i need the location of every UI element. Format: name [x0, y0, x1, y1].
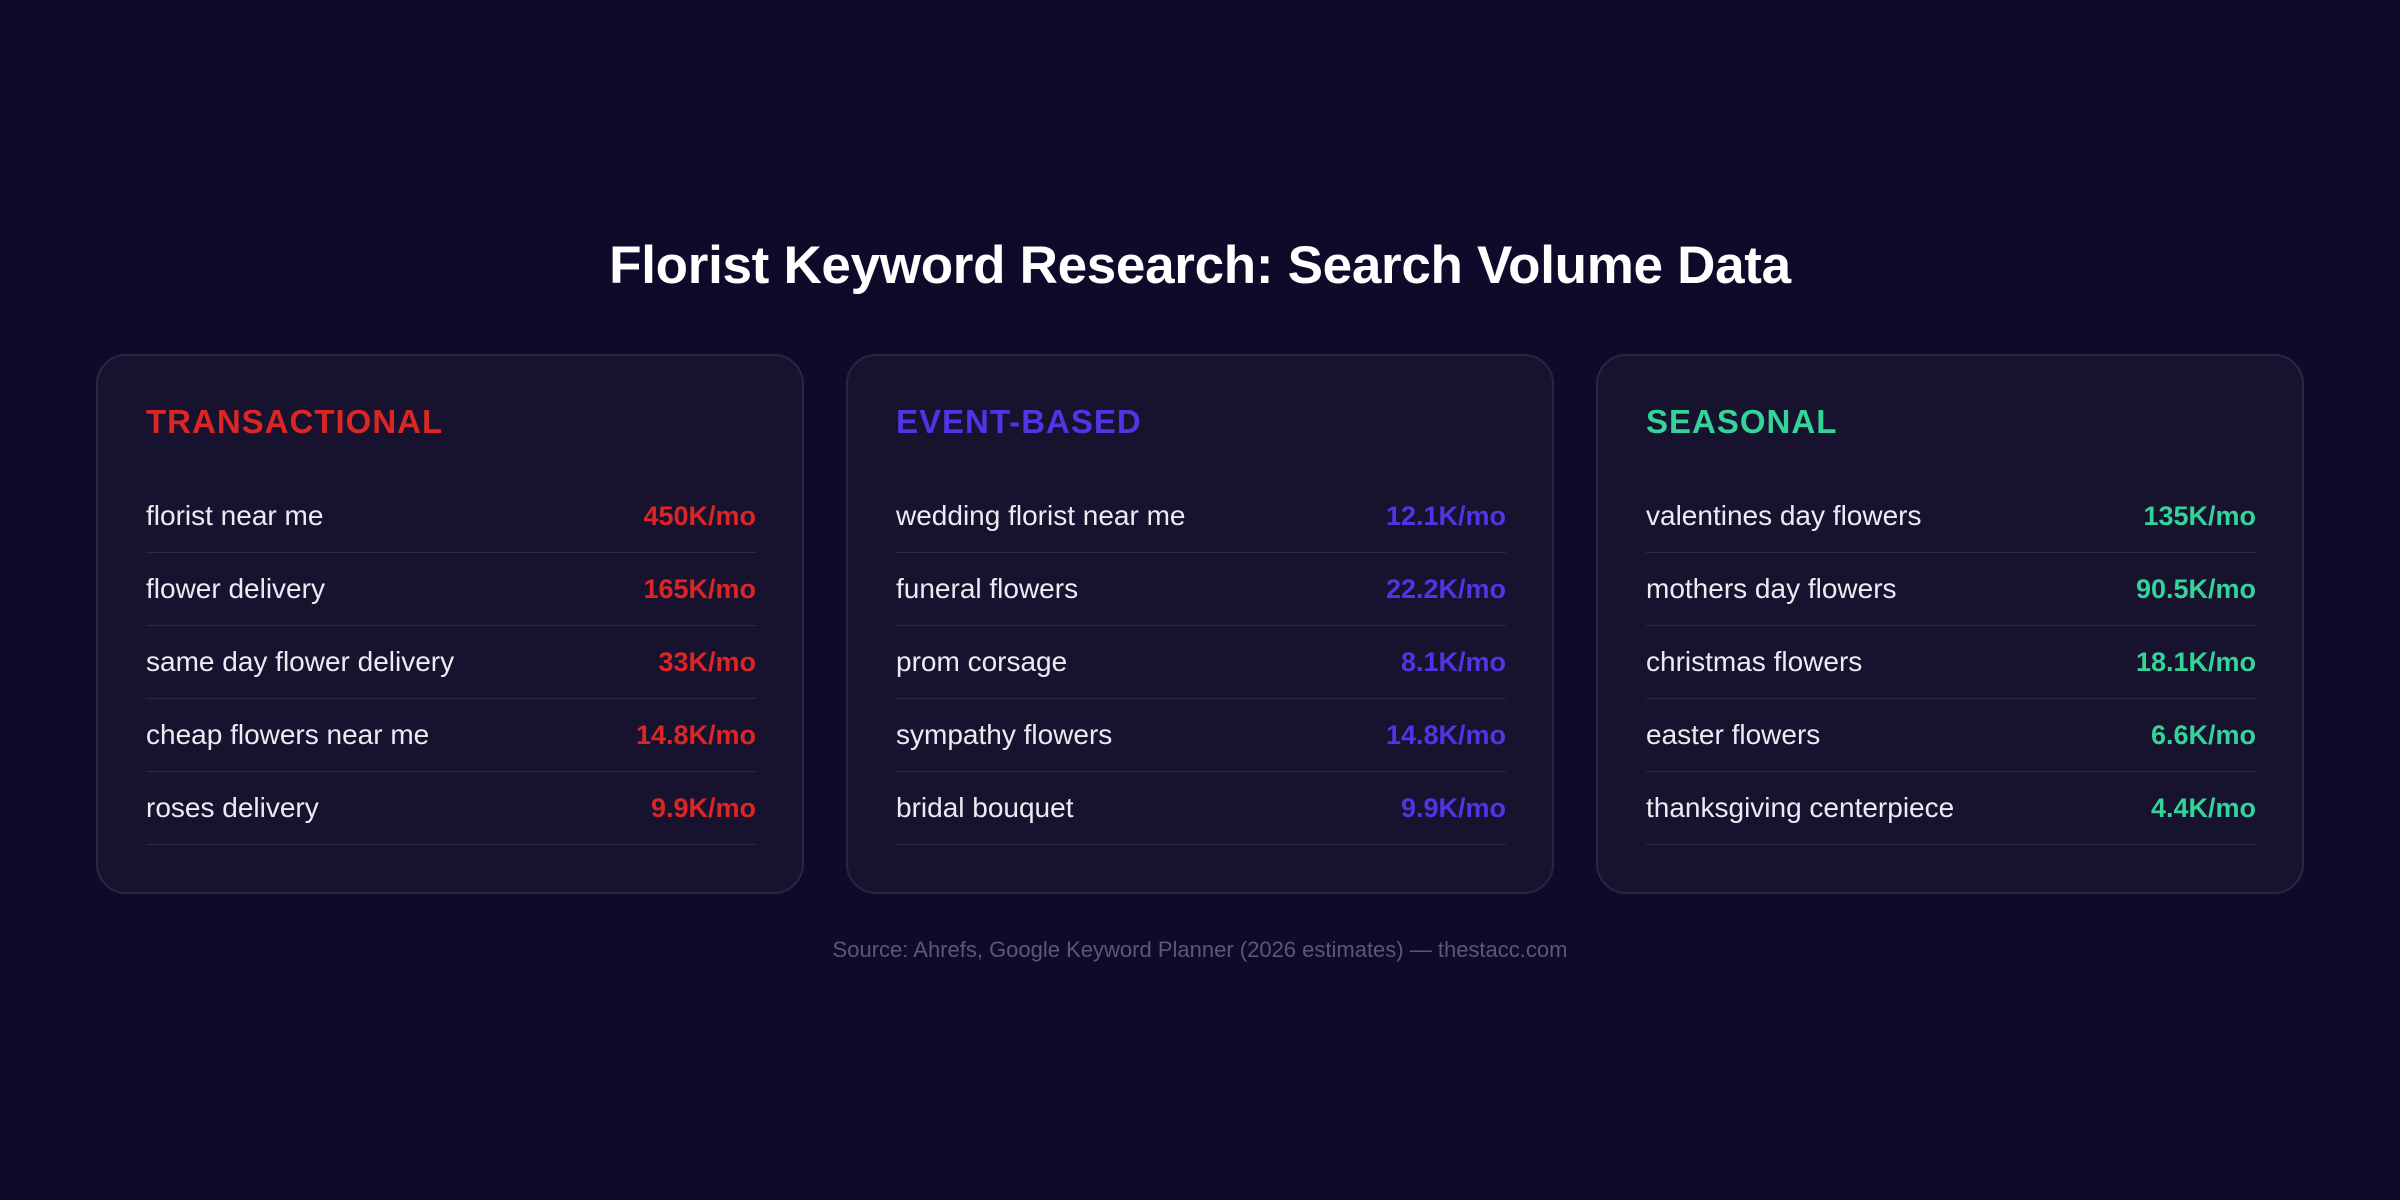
keyword-row: roses delivery 9.9K/mo [146, 772, 756, 845]
keyword: wedding florist near me [896, 500, 1186, 531]
search-volume: 8.1K/mo [1400, 646, 1506, 677]
search-volume: 12.1K/mo [1385, 500, 1506, 531]
search-volume: 22.2K/mo [1385, 573, 1506, 604]
category-label: TRANSACTIONAL [146, 403, 444, 440]
page-title: Florist Keyword Research: Search Volume … [609, 236, 1791, 295]
search-volume: 9.9K/mo [1400, 792, 1506, 823]
search-volume: 9.9K/mo [650, 792, 756, 823]
keyword: easter flowers [1646, 719, 1821, 750]
keyword: cheap flowers near me [146, 719, 430, 750]
keyword-row: flower delivery 165K/mo [146, 553, 756, 626]
keyword: prom corsage [896, 646, 1068, 677]
keyword-row: same day flower delivery 33K/mo [146, 626, 756, 699]
keyword-list: wedding florist near me 12.1K/mo funeral… [896, 480, 1506, 845]
keyword-row: bridal bouquet 9.9K/mo [896, 772, 1506, 845]
keyword: sympathy flowers [896, 719, 1113, 750]
keyword: roses delivery [146, 792, 319, 823]
search-volume: 135K/mo [2143, 500, 2256, 531]
keyword-row: christmas flowers 18.1K/mo [1646, 626, 2256, 699]
keyword-row: thanksgiving centerpiece 4.4K/mo [1646, 772, 2256, 845]
keyword-row: valentines day flowers 135K/mo [1646, 480, 2256, 553]
keyword: christmas flowers [1646, 646, 1863, 677]
search-volume: 33K/mo [658, 646, 756, 677]
keyword-row: sympathy flowers 14.8K/mo [896, 699, 1506, 772]
keyword-row: prom corsage 8.1K/mo [896, 626, 1506, 699]
keyword: mothers day flowers [1646, 573, 1897, 604]
keyword: valentines day flowers [1646, 500, 1922, 531]
search-volume: 165K/mo [643, 573, 756, 604]
search-volume: 18.1K/mo [2135, 646, 2256, 677]
category-label: EVENT-BASED [896, 403, 1142, 440]
card-event-based: EVENT-BASED wedding florist near me 12.1… [846, 354, 1554, 894]
search-volume: 6.6K/mo [2150, 719, 2256, 750]
keyword-row: wedding florist near me 12.1K/mo [896, 480, 1506, 553]
keyword-row: florist near me 450K/mo [146, 480, 756, 553]
search-volume: 4.4K/mo [2150, 792, 2256, 823]
keyword-row: funeral flowers 22.2K/mo [896, 553, 1506, 626]
card-seasonal: SEASONAL valentines day flowers 135K/mo … [1596, 354, 2304, 894]
source-note: Source: Ahrefs, Google Keyword Planner (… [832, 937, 1568, 962]
category-label: SEASONAL [1646, 403, 1838, 440]
keyword-row: cheap flowers near me 14.8K/mo [146, 699, 756, 772]
keyword-list: valentines day flowers 135K/mo mothers d… [1646, 480, 2256, 845]
keyword: bridal bouquet [896, 792, 1074, 823]
search-volume: 14.8K/mo [1385, 719, 1506, 750]
keyword: florist near me [146, 500, 324, 531]
keyword-row: easter flowers 6.6K/mo [1646, 699, 2256, 772]
keyword: thanksgiving centerpiece [1646, 792, 1955, 823]
keyword-list: florist near me 450K/mo flower delivery … [146, 480, 756, 845]
keyword: same day flower delivery [146, 646, 455, 677]
search-volume: 14.8K/mo [635, 719, 756, 750]
keyword: funeral flowers [896, 573, 1079, 604]
search-volume: 90.5K/mo [2135, 573, 2256, 604]
keyword-row: mothers day flowers 90.5K/mo [1646, 553, 2256, 626]
category-cards: TRANSACTIONAL florist near me 450K/mo fl… [96, 354, 2304, 894]
search-volume: 450K/mo [643, 500, 756, 531]
keyword: flower delivery [146, 573, 325, 604]
card-transactional: TRANSACTIONAL florist near me 450K/mo fl… [96, 354, 804, 894]
